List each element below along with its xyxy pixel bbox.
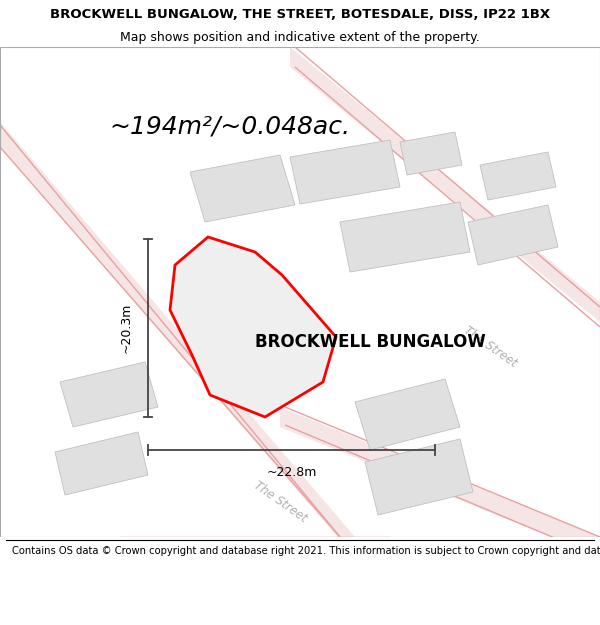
Text: BROCKWELL BUNGALOW: BROCKWELL BUNGALOW: [254, 333, 485, 351]
Polygon shape: [468, 205, 558, 265]
Polygon shape: [355, 379, 460, 450]
Polygon shape: [0, 122, 355, 557]
Polygon shape: [365, 439, 473, 515]
Polygon shape: [190, 155, 295, 222]
Text: The Street: The Street: [251, 479, 309, 525]
Polygon shape: [290, 47, 600, 322]
Polygon shape: [60, 362, 158, 427]
Polygon shape: [340, 202, 470, 272]
Polygon shape: [170, 237, 336, 417]
Polygon shape: [400, 132, 462, 175]
Polygon shape: [290, 140, 400, 204]
Polygon shape: [55, 432, 148, 495]
Text: ~20.3m: ~20.3m: [119, 302, 133, 353]
Polygon shape: [280, 407, 600, 557]
Text: The Street: The Street: [461, 324, 519, 370]
Text: Contains OS data © Crown copyright and database right 2021. This information is : Contains OS data © Crown copyright and d…: [12, 546, 600, 556]
Text: ~22.8m: ~22.8m: [266, 466, 317, 479]
Polygon shape: [480, 152, 556, 200]
Text: Map shows position and indicative extent of the property.: Map shows position and indicative extent…: [120, 31, 480, 44]
Text: ~194m²/~0.048ac.: ~194m²/~0.048ac.: [110, 115, 350, 139]
Text: BROCKWELL BUNGALOW, THE STREET, BOTESDALE, DISS, IP22 1BX: BROCKWELL BUNGALOW, THE STREET, BOTESDAL…: [50, 9, 550, 21]
